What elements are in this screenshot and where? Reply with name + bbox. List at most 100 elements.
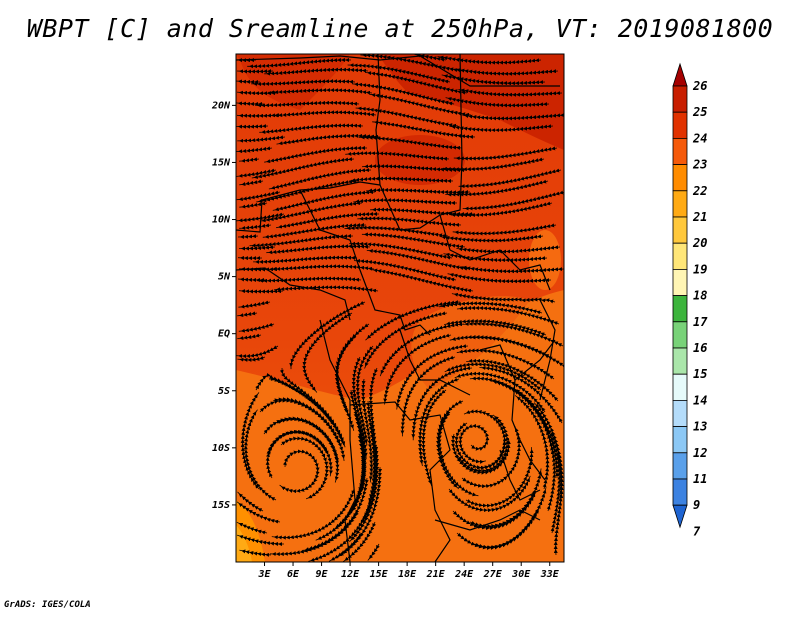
colorbar-segment: [672, 216, 688, 244]
streamline: [237, 355, 266, 362]
streamline: [249, 234, 354, 248]
streamline: [236, 534, 284, 547]
colorbar-label: 13: [693, 420, 707, 434]
streamline: [454, 68, 559, 76]
streamline: [473, 487, 547, 550]
lon-label: 24E: [454, 569, 474, 580]
lon-label: 33E: [540, 569, 560, 580]
map-field: [236, 54, 564, 562]
colorbar-label: 24: [692, 131, 707, 145]
streamline: [253, 255, 358, 264]
lat-label: EQ: [218, 329, 230, 340]
colorbar-segment: [672, 426, 688, 454]
streamline: [353, 198, 458, 205]
lat-label: 15S: [212, 500, 230, 511]
lon-label: 21E: [426, 569, 446, 580]
lon-label: 30E: [511, 569, 531, 580]
colorbar-segment: [672, 268, 688, 296]
colorbar-segment: [672, 373, 688, 401]
colorbar-label: 7: [693, 524, 701, 538]
streamline: [357, 216, 462, 227]
grads-credit: GrADS: IGES/COLA: [4, 600, 91, 610]
streamline: [452, 223, 557, 236]
streamline: [243, 409, 277, 501]
streamline: [421, 389, 447, 487]
streamline: [238, 322, 275, 333]
streamline: [362, 164, 466, 173]
streamline: [366, 187, 471, 195]
colorbar-label: 15: [693, 367, 707, 381]
streamline: [349, 176, 454, 183]
streamline: [237, 135, 286, 143]
colorbar-label: 12: [693, 446, 707, 460]
colorbar-segment: [672, 190, 688, 218]
colorbar-segment: [672, 85, 688, 113]
streamline: [263, 416, 339, 465]
colorbar-segment: [672, 242, 688, 270]
colorbar-segment: [672, 452, 688, 480]
colorbar: 26 25 24 23 22 21 20 19 18 17 16 15 14 13 12 11 9 7: [672, 62, 708, 538]
colorbar-label: 18: [693, 289, 707, 303]
streamline: [553, 451, 564, 556]
streamline: [367, 543, 380, 561]
streamline: [238, 300, 271, 309]
colorbar-segment: [672, 164, 688, 192]
streamline: [370, 207, 475, 217]
lon-label: 12E: [341, 569, 360, 580]
lat-label: 15N: [212, 157, 231, 168]
lon-label: 9E: [316, 569, 329, 580]
streamline: [247, 57, 351, 69]
colorbar-label: 21: [692, 210, 707, 224]
colorbar-label: 17: [693, 315, 708, 329]
lon-label: 3E: [257, 569, 271, 580]
lat-label: 10S: [212, 443, 230, 454]
colorbar-segment: [672, 137, 688, 165]
streamline: [236, 146, 273, 154]
colorbar-label: 9: [693, 498, 700, 512]
streamline: [328, 532, 363, 562]
streamline: [237, 333, 262, 341]
streamline: [251, 79, 356, 87]
colorbar-segment: [672, 478, 688, 506]
colorbar-segment: [672, 347, 688, 375]
streamline: [236, 501, 281, 524]
streamline: [456, 305, 560, 326]
lon-label: 18E: [398, 569, 417, 580]
colorbar-label: 26: [692, 79, 707, 93]
streamline: [238, 289, 284, 294]
streamlines: [236, 54, 564, 562]
streamline: [460, 265, 564, 274]
lon-label: 6E: [287, 569, 300, 580]
colorbar-label: 20: [692, 236, 707, 250]
streamline: [458, 88, 563, 97]
colorbar-top-arrow: [672, 62, 688, 87]
lat-label: 5N: [218, 272, 231, 283]
colorbar-label: 25: [692, 105, 707, 119]
colorbar-segment: [672, 399, 688, 427]
streamline: [456, 245, 561, 254]
map-frame: [235, 53, 565, 563]
streamline: [345, 151, 450, 161]
streamline: [462, 113, 564, 121]
streamline: [257, 276, 362, 283]
streamline: [236, 168, 277, 178]
colorbar-label: 23: [692, 158, 707, 172]
colorbar-label: 11: [693, 472, 707, 486]
colorbar-bottom-arrow: [672, 504, 688, 529]
streamline: [236, 190, 281, 202]
streamline: [239, 549, 272, 557]
streamline: [259, 123, 364, 134]
colorbar-segment: [672, 295, 688, 323]
streamline: [274, 285, 379, 293]
streamline: [451, 292, 556, 304]
colorbar-segment: [672, 111, 688, 139]
lon-label: 15E: [370, 569, 389, 580]
longitude-axis: 3E 6E 9E 12E 15E 18E 21E 24E 27E 30E 33E: [257, 562, 560, 580]
colorbar-segment: [672, 321, 688, 349]
lat-label: 10N: [212, 215, 231, 226]
lat-label: 20N: [211, 100, 231, 111]
colorbar-label: 16: [693, 341, 707, 355]
country-borders: [236, 54, 560, 562]
colorbar-label: 19: [693, 262, 707, 276]
